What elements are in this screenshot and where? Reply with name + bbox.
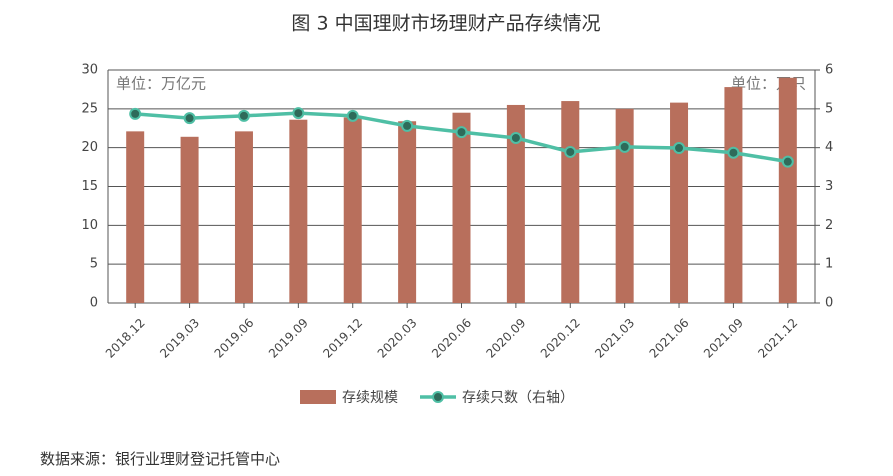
x-tick-label: 2020.06	[429, 316, 474, 361]
x-tick-label: 2019.03	[157, 316, 202, 361]
legend-swatch	[300, 390, 336, 404]
line-point	[781, 155, 794, 168]
y2-tick-label: 1	[825, 257, 833, 272]
y-tick-label: 0	[90, 296, 98, 311]
x-tick-label: 2019.06	[212, 316, 257, 361]
line-point	[455, 126, 468, 139]
bar	[506, 104, 525, 303]
bar	[126, 131, 145, 303]
y2-tick-label: 6	[825, 63, 833, 78]
line-point	[183, 112, 196, 125]
x-tick-label: 2018.12	[103, 316, 148, 361]
line-point	[401, 119, 414, 132]
y2-tick-label: 4	[825, 140, 833, 155]
y-unit-label: 单位：万亿元	[116, 75, 206, 93]
bar	[561, 101, 580, 303]
line-point	[618, 140, 631, 153]
legend-label: 存续规模	[342, 389, 398, 406]
bar	[778, 77, 797, 304]
y-tick-label: 10	[81, 218, 98, 233]
y2-tick-label: 2	[825, 218, 833, 233]
bar	[180, 136, 199, 303]
line-point	[509, 131, 522, 144]
bar	[289, 119, 308, 303]
bar	[670, 102, 689, 304]
source-note: 数据来源：银行业理财登记托管中心	[40, 450, 280, 468]
line-point	[673, 142, 686, 155]
y-tick-label: 30	[81, 63, 98, 78]
line-point	[237, 109, 250, 122]
y-tick-label: 5	[90, 257, 98, 272]
chart-title: 图 3 中国理财市场理财产品存续情况	[291, 13, 600, 35]
y2-tick-label: 3	[825, 179, 833, 194]
line-point	[129, 107, 142, 120]
x-tick-label: 2019.09	[266, 316, 311, 361]
y-tick-label: 15	[81, 179, 98, 194]
legend-swatch	[432, 391, 444, 403]
x-tick-label: 2021.12	[755, 316, 800, 361]
x-tick-label: 2021.06	[647, 316, 692, 361]
bar	[452, 112, 471, 303]
x-tick-label: 2021.09	[701, 316, 746, 361]
line-point	[292, 107, 305, 120]
bar	[398, 121, 417, 303]
bar	[615, 108, 634, 303]
y2-tick-label: 5	[825, 101, 833, 116]
y2-tick-label: 0	[825, 296, 833, 311]
x-tick-label: 2020.03	[375, 316, 420, 361]
line-point	[727, 146, 740, 159]
bar	[234, 131, 253, 303]
x-tick-label: 2020.09	[483, 316, 528, 361]
y-tick-label: 25	[81, 101, 98, 116]
line-point	[564, 145, 577, 158]
legend-label: 存续只数（右轴）	[462, 389, 574, 406]
y-tick-label: 20	[81, 140, 98, 155]
bar	[724, 87, 743, 303]
line-point	[346, 109, 359, 122]
x-tick-label: 2019.12	[320, 316, 365, 361]
x-tick-label: 2021.03	[592, 316, 637, 361]
x-tick-label: 2020.12	[538, 316, 583, 361]
bar	[343, 117, 362, 303]
